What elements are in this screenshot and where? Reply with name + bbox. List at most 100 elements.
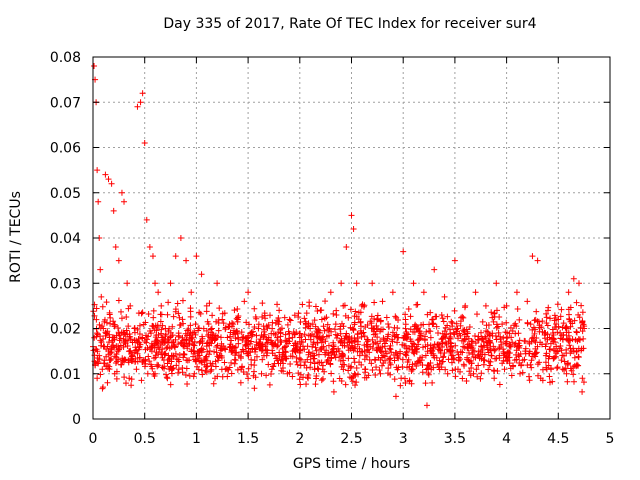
data-point [264, 350, 271, 357]
data-point [355, 316, 362, 323]
data-point [157, 342, 164, 349]
data-point [203, 327, 210, 334]
data-point [253, 353, 260, 360]
data-point [214, 353, 221, 360]
data-point [127, 302, 134, 309]
data-point [392, 313, 399, 320]
data-point [433, 323, 440, 330]
data-point [93, 316, 100, 323]
data-point [388, 349, 395, 356]
data-point [557, 313, 564, 320]
data-point [313, 328, 320, 335]
data-point [306, 349, 313, 356]
data-point [391, 332, 398, 339]
data-point [169, 323, 176, 330]
data-point [373, 322, 380, 329]
data-point [503, 302, 510, 309]
data-point [342, 381, 349, 388]
data-point [98, 293, 105, 300]
data-point [159, 364, 166, 371]
data-point [203, 302, 210, 309]
data-point [114, 348, 121, 355]
data-point [268, 371, 275, 378]
data-point [369, 366, 376, 373]
data-point [168, 366, 175, 373]
data-point [474, 336, 481, 343]
data-point [101, 343, 108, 350]
data-point [429, 348, 436, 355]
data-point [159, 334, 166, 341]
data-point [282, 337, 289, 344]
data-point [352, 308, 359, 315]
data-point [377, 318, 384, 325]
data-point [402, 380, 409, 387]
data-point [524, 320, 531, 327]
data-point [505, 348, 512, 355]
data-point [558, 357, 565, 364]
data-point [471, 333, 478, 340]
data-point [441, 350, 448, 357]
data-point [361, 348, 368, 355]
data-point [519, 369, 526, 376]
data-point [154, 324, 161, 331]
data-point [436, 342, 443, 349]
data-point [131, 337, 138, 344]
data-point [354, 348, 361, 355]
data-point [116, 337, 123, 344]
data-point [389, 329, 396, 336]
data-point [98, 339, 105, 346]
data-point [515, 330, 522, 337]
data-point [123, 327, 130, 334]
data-point [285, 328, 292, 335]
data-point [501, 366, 508, 373]
data-point [527, 321, 534, 328]
data-point [522, 338, 529, 345]
data-point [553, 365, 560, 372]
data-point [341, 335, 348, 342]
data-point [325, 326, 332, 333]
data-point [259, 300, 266, 307]
data-point [461, 362, 468, 369]
data-point [560, 320, 567, 327]
data-point [104, 379, 111, 386]
data-point [455, 354, 462, 361]
data-point [486, 362, 493, 369]
data-point [444, 313, 451, 320]
data-point [105, 176, 112, 183]
data-point [492, 332, 499, 339]
data-point [155, 289, 162, 296]
data-point [199, 371, 206, 378]
data-point [192, 331, 199, 338]
data-point [580, 379, 587, 386]
data-point [340, 366, 347, 373]
x-tick-label: 1 [192, 431, 201, 447]
data-point [441, 293, 448, 300]
data-point [121, 374, 128, 381]
data-point [454, 325, 461, 332]
data-point [230, 321, 237, 328]
data-point [340, 323, 347, 330]
data-point [340, 352, 347, 359]
data-point [290, 329, 297, 336]
data-point [274, 343, 281, 350]
data-point [213, 318, 220, 325]
data-point [367, 343, 374, 350]
data-point [448, 318, 455, 325]
data-point [542, 352, 549, 359]
data-point [94, 375, 101, 382]
data-point [98, 342, 105, 349]
data-point [434, 361, 441, 368]
data-point [212, 375, 219, 382]
data-point [108, 349, 115, 356]
data-point [447, 326, 454, 333]
data-point [139, 334, 146, 341]
y-tick-label: 0.01 [50, 367, 81, 383]
data-point [419, 369, 426, 376]
data-point [150, 314, 157, 321]
data-point [215, 357, 222, 364]
data-point [115, 257, 122, 264]
data-point [494, 368, 501, 375]
data-point [491, 310, 498, 317]
data-point [507, 324, 514, 331]
